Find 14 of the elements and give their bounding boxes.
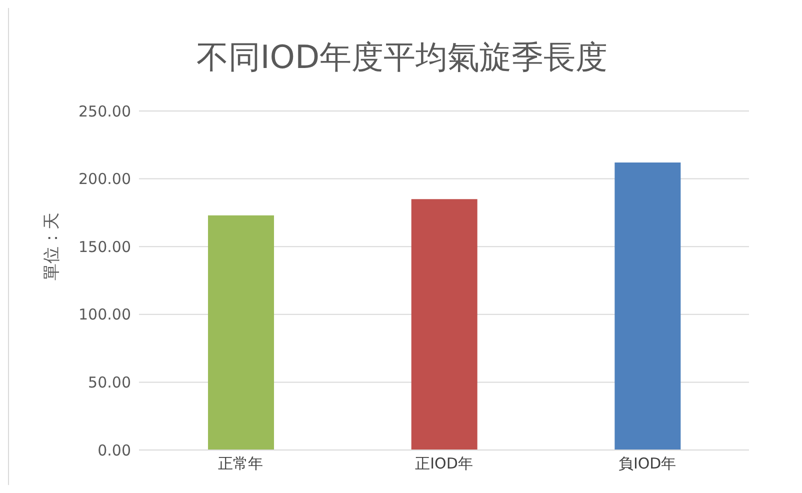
- y-tick-label: 100.00: [78, 306, 131, 324]
- chart-title: 不同IOD年度平均氣旋季長度: [195, 37, 609, 78]
- y-tick-label: 50.00: [88, 374, 131, 392]
- y-tick-label: 150.00: [78, 238, 131, 256]
- x-tick-label: 負IOD年: [618, 454, 676, 473]
- y-tick-label: 250.00: [78, 102, 131, 120]
- y-axis-title: 單位：天: [42, 212, 62, 280]
- x-tick-label: 正常年: [218, 454, 264, 473]
- y-tick-label: 200.00: [78, 170, 131, 188]
- bar: [614, 162, 681, 450]
- x-tick-label: 正IOD年: [415, 454, 473, 473]
- bar: [208, 215, 274, 450]
- bar: [411, 199, 478, 450]
- y-tick-label: 0.00: [98, 441, 131, 460]
